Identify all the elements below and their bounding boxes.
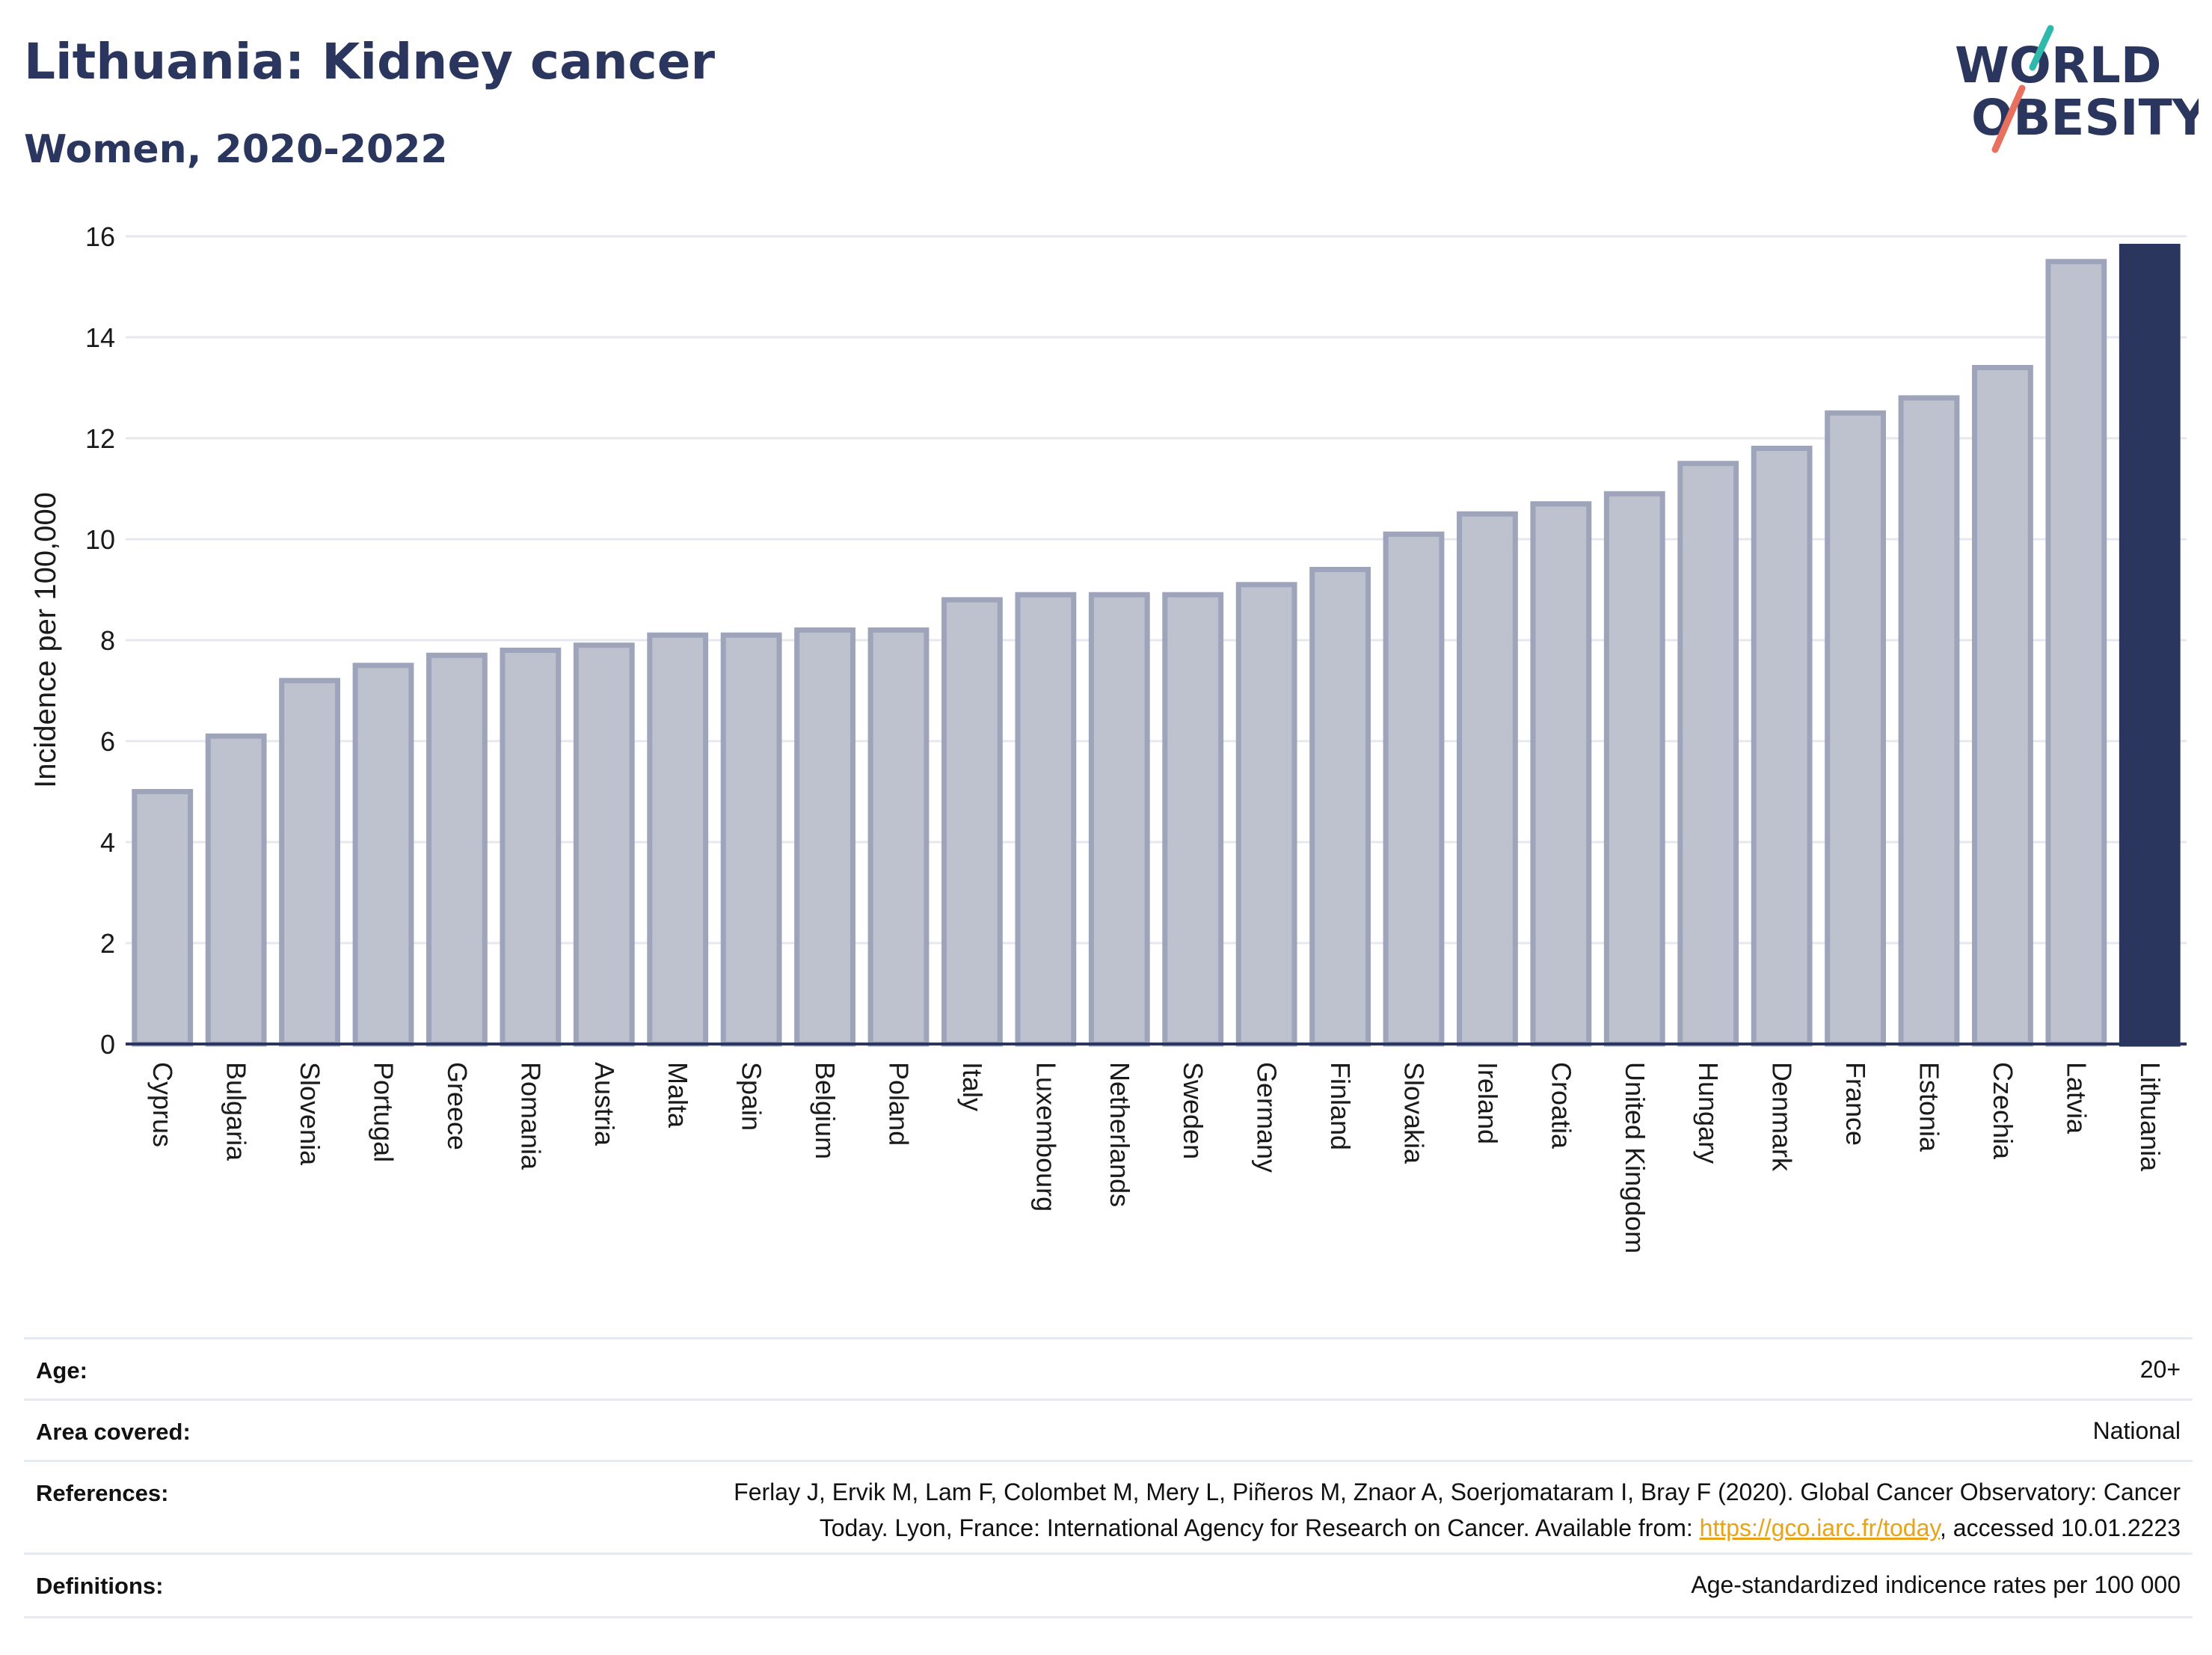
x-tick-label: Romania (515, 1062, 546, 1170)
x-tick-label: Portugal (369, 1062, 399, 1162)
references-link[interactable]: https://gco.iarc.fr/today (1699, 1514, 1940, 1541)
x-tick-label: Lithuania (2135, 1062, 2166, 1172)
x-tick-label: Austria (589, 1062, 620, 1146)
bar-greece (426, 652, 488, 1047)
info-row-definitions: Definitions: Age-standardized indicence … (24, 1553, 2193, 1618)
x-tick-label: Netherlands (1105, 1062, 1135, 1207)
y-tick-label: 10 (85, 524, 115, 555)
references-line2-suffix: , accessed 10.01.2223 (1939, 1514, 2181, 1541)
x-tick-label: Denmark (1767, 1062, 1798, 1172)
x-tick-labels: Cyprus Bulgaria Slovenia Portugal Greece Roma… (147, 1062, 2166, 1253)
bar-netherlands (1088, 592, 1150, 1047)
x-tick-label: Ireland (1472, 1062, 1503, 1144)
y-tick-label: 6 (100, 726, 115, 757)
age-label: Age: (36, 1357, 87, 1384)
x-tick-label: Italy (957, 1062, 988, 1111)
bar-estonia (1898, 395, 1960, 1047)
bar-germany (1235, 582, 1297, 1047)
bar-lithuania (2119, 244, 2181, 1047)
bar-belgium (794, 627, 855, 1047)
y-tick-label: 12 (85, 423, 115, 454)
bar-latvia (2045, 259, 2107, 1047)
x-tick-label: Spain (737, 1062, 767, 1131)
logo-word-world: WORLD (1955, 37, 2162, 94)
age-value: 20+ (2139, 1356, 2181, 1383)
area-label: Area covered: (36, 1419, 191, 1445)
bar-bulgaria (205, 733, 267, 1047)
y-tick-label: 16 (85, 221, 115, 252)
bar-slovakia (1383, 531, 1445, 1047)
x-tick-label: Finland (1325, 1062, 1356, 1150)
references-label: References: (36, 1480, 169, 1506)
references-line1: Ferlay J, Ervik M, Lam F, Colombet M, Me… (734, 1479, 2181, 1505)
bar-finland (1309, 567, 1371, 1047)
bar-romania (500, 648, 562, 1047)
bar-denmark (1751, 446, 1813, 1047)
info-row-area: Area covered: National (24, 1398, 2193, 1462)
bar-sweden (1162, 592, 1224, 1047)
x-tick-label: Poland (884, 1062, 915, 1146)
x-tick-label: France (1840, 1062, 1871, 1146)
bar-malta (647, 632, 709, 1047)
x-tick-label: Slovenia (295, 1062, 325, 1166)
x-tick-label: Cyprus (147, 1062, 178, 1147)
references-value: Ferlay J, Ervik M, Lam F, Colombet M, Me… (461, 1474, 2181, 1546)
x-tick-label: Germany (1252, 1062, 1282, 1173)
x-tick-label: Bulgaria (221, 1062, 252, 1161)
info-table: Age: 20+ Area covered: National Referenc… (24, 1337, 2193, 1621)
x-tick-label: Sweden (1178, 1062, 1208, 1159)
info-row-age: Age: 20+ (24, 1337, 2193, 1401)
x-tick-label: Latvia (2061, 1062, 2092, 1134)
logo-slash-coral (1991, 85, 2026, 153)
bar-chart: 0 2 4 6 8 10 12 14 16 Cyprus Bulgaria Slovenia Port… (29, 221, 2187, 1253)
y-tick-labels: 0 2 4 6 8 10 12 14 16 (85, 221, 115, 1060)
y-axis-label: Incidence per 100,000 (29, 492, 62, 788)
x-tick-label: Czechia (1988, 1062, 2018, 1160)
y-tick-label: 2 (100, 928, 115, 959)
bar-italy (941, 597, 1003, 1047)
bar-ireland (1457, 511, 1518, 1047)
x-tick-label: Malta (663, 1062, 693, 1129)
definitions-label: Definitions: (36, 1573, 164, 1599)
references-line2-text: Today. Lyon, France: International Agenc… (819, 1514, 1700, 1541)
x-tick-label: Greece (442, 1062, 473, 1150)
x-tick-label: Hungary (1693, 1062, 1724, 1164)
bar-france (1825, 410, 1886, 1047)
area-value: National (2092, 1417, 2181, 1444)
chart-title: Lithuania: Kidney cancer (24, 33, 716, 90)
world-obesity-logo: WORLD OBESITY (1955, 25, 2199, 153)
chart-subtitle: Women, 2020-2022 (24, 127, 448, 172)
bar-hungary (1677, 461, 1739, 1047)
bar-united-kingdom (1603, 491, 1665, 1047)
bar-croatia (1530, 501, 1592, 1047)
x-tick-label: United Kingdom (1620, 1062, 1650, 1253)
info-row-references: References: Ferlay J, Ervik M, Lam F, Co… (24, 1460, 2193, 1555)
bar-cyprus (132, 789, 194, 1047)
bar-portugal (352, 663, 414, 1047)
x-tick-label: Belgium (810, 1062, 841, 1159)
y-tick-label: 0 (100, 1029, 115, 1060)
x-tick-label: Estonia (1914, 1062, 1945, 1152)
bar-slovenia (279, 678, 340, 1047)
bar-austria (573, 642, 635, 1047)
x-tick-label: Slovakia (1399, 1062, 1430, 1164)
x-tick-label: Luxembourg (1030, 1062, 1061, 1212)
bar-luxembourg (1015, 592, 1077, 1047)
bar-czechia (1972, 365, 2033, 1047)
logo-slash-teal (2029, 25, 2054, 71)
x-tick-label: Croatia (1546, 1062, 1576, 1149)
bar-spain (720, 632, 782, 1047)
references-line2: Today. Lyon, France: International Agenc… (461, 1510, 2181, 1546)
y-tick-label: 14 (85, 322, 115, 353)
y-tick-label: 8 (100, 625, 115, 656)
y-tick-label: 4 (100, 827, 115, 858)
bar-poland (867, 627, 930, 1047)
definitions-value: Age-standardized indicence rates per 100… (1691, 1571, 2181, 1598)
bars (132, 244, 2181, 1047)
